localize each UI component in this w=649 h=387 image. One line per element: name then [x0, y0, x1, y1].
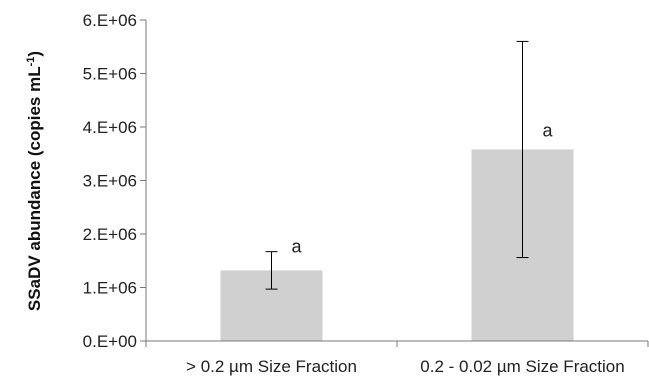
y-tick-label: 6.E+06 [83, 11, 137, 30]
y-tick-label: 2.E+06 [83, 225, 137, 244]
significance-labels: aa [292, 120, 554, 256]
y-axis-title-superscript: -1 [25, 57, 37, 67]
y-tick-label: 0.E+00 [83, 332, 137, 351]
significance-label: a [543, 120, 554, 140]
y-tick-label: 5.E+06 [83, 65, 137, 84]
bars [220, 149, 574, 341]
y-tick-label: 3.E+06 [83, 172, 137, 191]
significance-label: a [292, 237, 303, 257]
y-axis-ticks: 0.E+00 1.E+06 2.E+06 3.E+06 4.E+06 5.E+06 6.E+… [83, 11, 146, 351]
y-axis-title-main: SSaDV abundance (copies mL [25, 66, 44, 311]
y-axis-title-suffix: ) [25, 51, 44, 57]
x-category-label: > 0.2 µm Size Fraction [186, 357, 357, 376]
y-axis-title: SSaDV abundance (copies mL-1) [25, 51, 44, 311]
x-category-label: 0.2 - 0.02 µm Size Fraction [420, 357, 624, 376]
x-axis-ticks: > 0.2 µm Size Fraction 0.2 - 0.02 µm Size… [145, 341, 649, 376]
y-tick-label: 4.E+06 [83, 118, 137, 137]
error-bars [265, 40, 529, 290]
y-tick-label: 1.E+06 [83, 279, 137, 298]
